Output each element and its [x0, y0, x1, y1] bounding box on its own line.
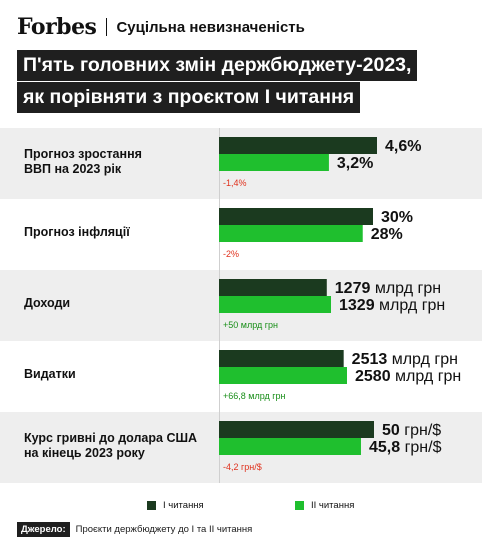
bar-series2 [219, 296, 331, 313]
value-label-series1-number: 2513 [352, 351, 392, 368]
source-tag: Джерело: [17, 522, 70, 537]
bar-series2 [219, 367, 347, 384]
value-label-series2: 28% [371, 226, 403, 243]
forbes-logo: Forbes [17, 14, 97, 40]
value-label-series2-number: 3,2% [337, 155, 373, 172]
header-subtitle: Суцільна невизначеність [116, 18, 305, 36]
value-label-series2-number: 2580 [355, 368, 395, 385]
bar-series1 [219, 279, 327, 296]
category-label: Видатки [24, 367, 76, 382]
bar-series1 [219, 421, 374, 438]
category-label: Прогноз зростання ВВП на 2023 рік [24, 147, 142, 177]
value-label-series1-number: 50 [382, 422, 404, 439]
value-label-series2: 45,8 грн/$ [369, 439, 442, 456]
category-label-line: Прогноз інфляції [24, 225, 130, 239]
value-label-series2-unit: грн/$ [405, 439, 442, 456]
value-label-series2-unit: млрд грн [379, 297, 445, 314]
value-label-series1: 1279 млрд грн [335, 280, 441, 297]
difference-label: -4,2 грн/$ [223, 462, 262, 472]
value-label-series1-number: 30% [381, 209, 413, 226]
difference-label: -2% [223, 249, 239, 259]
value-label-series1-number: 1279 [335, 280, 375, 297]
value-label-series1: 30% [381, 209, 413, 226]
difference-label: +66,8 млрд грн [223, 391, 286, 401]
value-label-series2: 2580 млрд грн [355, 368, 461, 385]
category-label: Прогноз інфляції [24, 225, 130, 240]
source-note: Джерело: Проєкти держбюджету до І та ІІ … [17, 522, 252, 537]
value-label-series2: 1329 млрд грн [339, 297, 445, 314]
legend-label-series1: І читання [163, 500, 204, 511]
header-divider [106, 18, 108, 36]
bar-series1 [219, 208, 373, 225]
value-label-series2-number: 28% [371, 226, 403, 243]
bar-series2 [219, 438, 361, 455]
legend-label-series2: ІІ читання [311, 500, 355, 511]
source-text: Проєкти держбюджету до І та ІІ читання [75, 524, 253, 535]
difference-label: -1,4% [223, 178, 247, 188]
legend-swatch-series1 [147, 501, 156, 510]
category-label-line: на кінець 2023 року [24, 445, 145, 460]
value-label-series2: 3,2% [337, 155, 373, 172]
value-label-series1-unit: млрд грн [392, 351, 458, 368]
category-label-line: ВВП на 2023 рік [24, 161, 122, 176]
category-label: Курс гривні до долара США на кінець 2023 … [24, 431, 197, 461]
difference-label: +50 млрд грн [223, 320, 278, 330]
category-label-line: Доходи [24, 296, 71, 310]
category-label: Доходи [24, 296, 70, 311]
title-line-1: П'ять головних змін держбюджету-2023, [17, 50, 418, 81]
value-label-series1-number: 4,6% [385, 138, 421, 155]
value-label-series2-number: 1329 [339, 297, 379, 314]
value-label-series2-unit: млрд грн [395, 368, 461, 385]
value-label-series1: 2513 млрд грн [352, 351, 458, 368]
legend-item-series1: І читання [147, 500, 204, 511]
bar-series2 [219, 154, 329, 171]
category-label-line: Видатки [24, 367, 76, 381]
category-label-line: Прогноз зростання [24, 146, 142, 161]
value-label-series1: 50 грн/$ [382, 422, 441, 439]
bar-series1 [219, 350, 344, 367]
legend-item-series2: ІІ читання [295, 500, 354, 511]
header: Forbes Суцільна невизначеність [17, 14, 305, 40]
bar-series2 [219, 225, 363, 242]
value-label-series1-unit: грн/$ [404, 422, 441, 439]
title-line-2: як порівняти з проєктом І читання [17, 82, 361, 113]
category-label-line: Курс гривні до долара США [24, 430, 198, 445]
value-label-series1: 4,6% [385, 138, 421, 155]
chart-title: П'ять головних змін держбюджету-2023, як… [17, 50, 418, 113]
value-label-series1-unit: млрд грн [375, 280, 441, 297]
value-label-series2-number: 45,8 [369, 439, 405, 456]
legend-swatch-series2 [295, 501, 304, 510]
bar-series1 [219, 137, 377, 154]
